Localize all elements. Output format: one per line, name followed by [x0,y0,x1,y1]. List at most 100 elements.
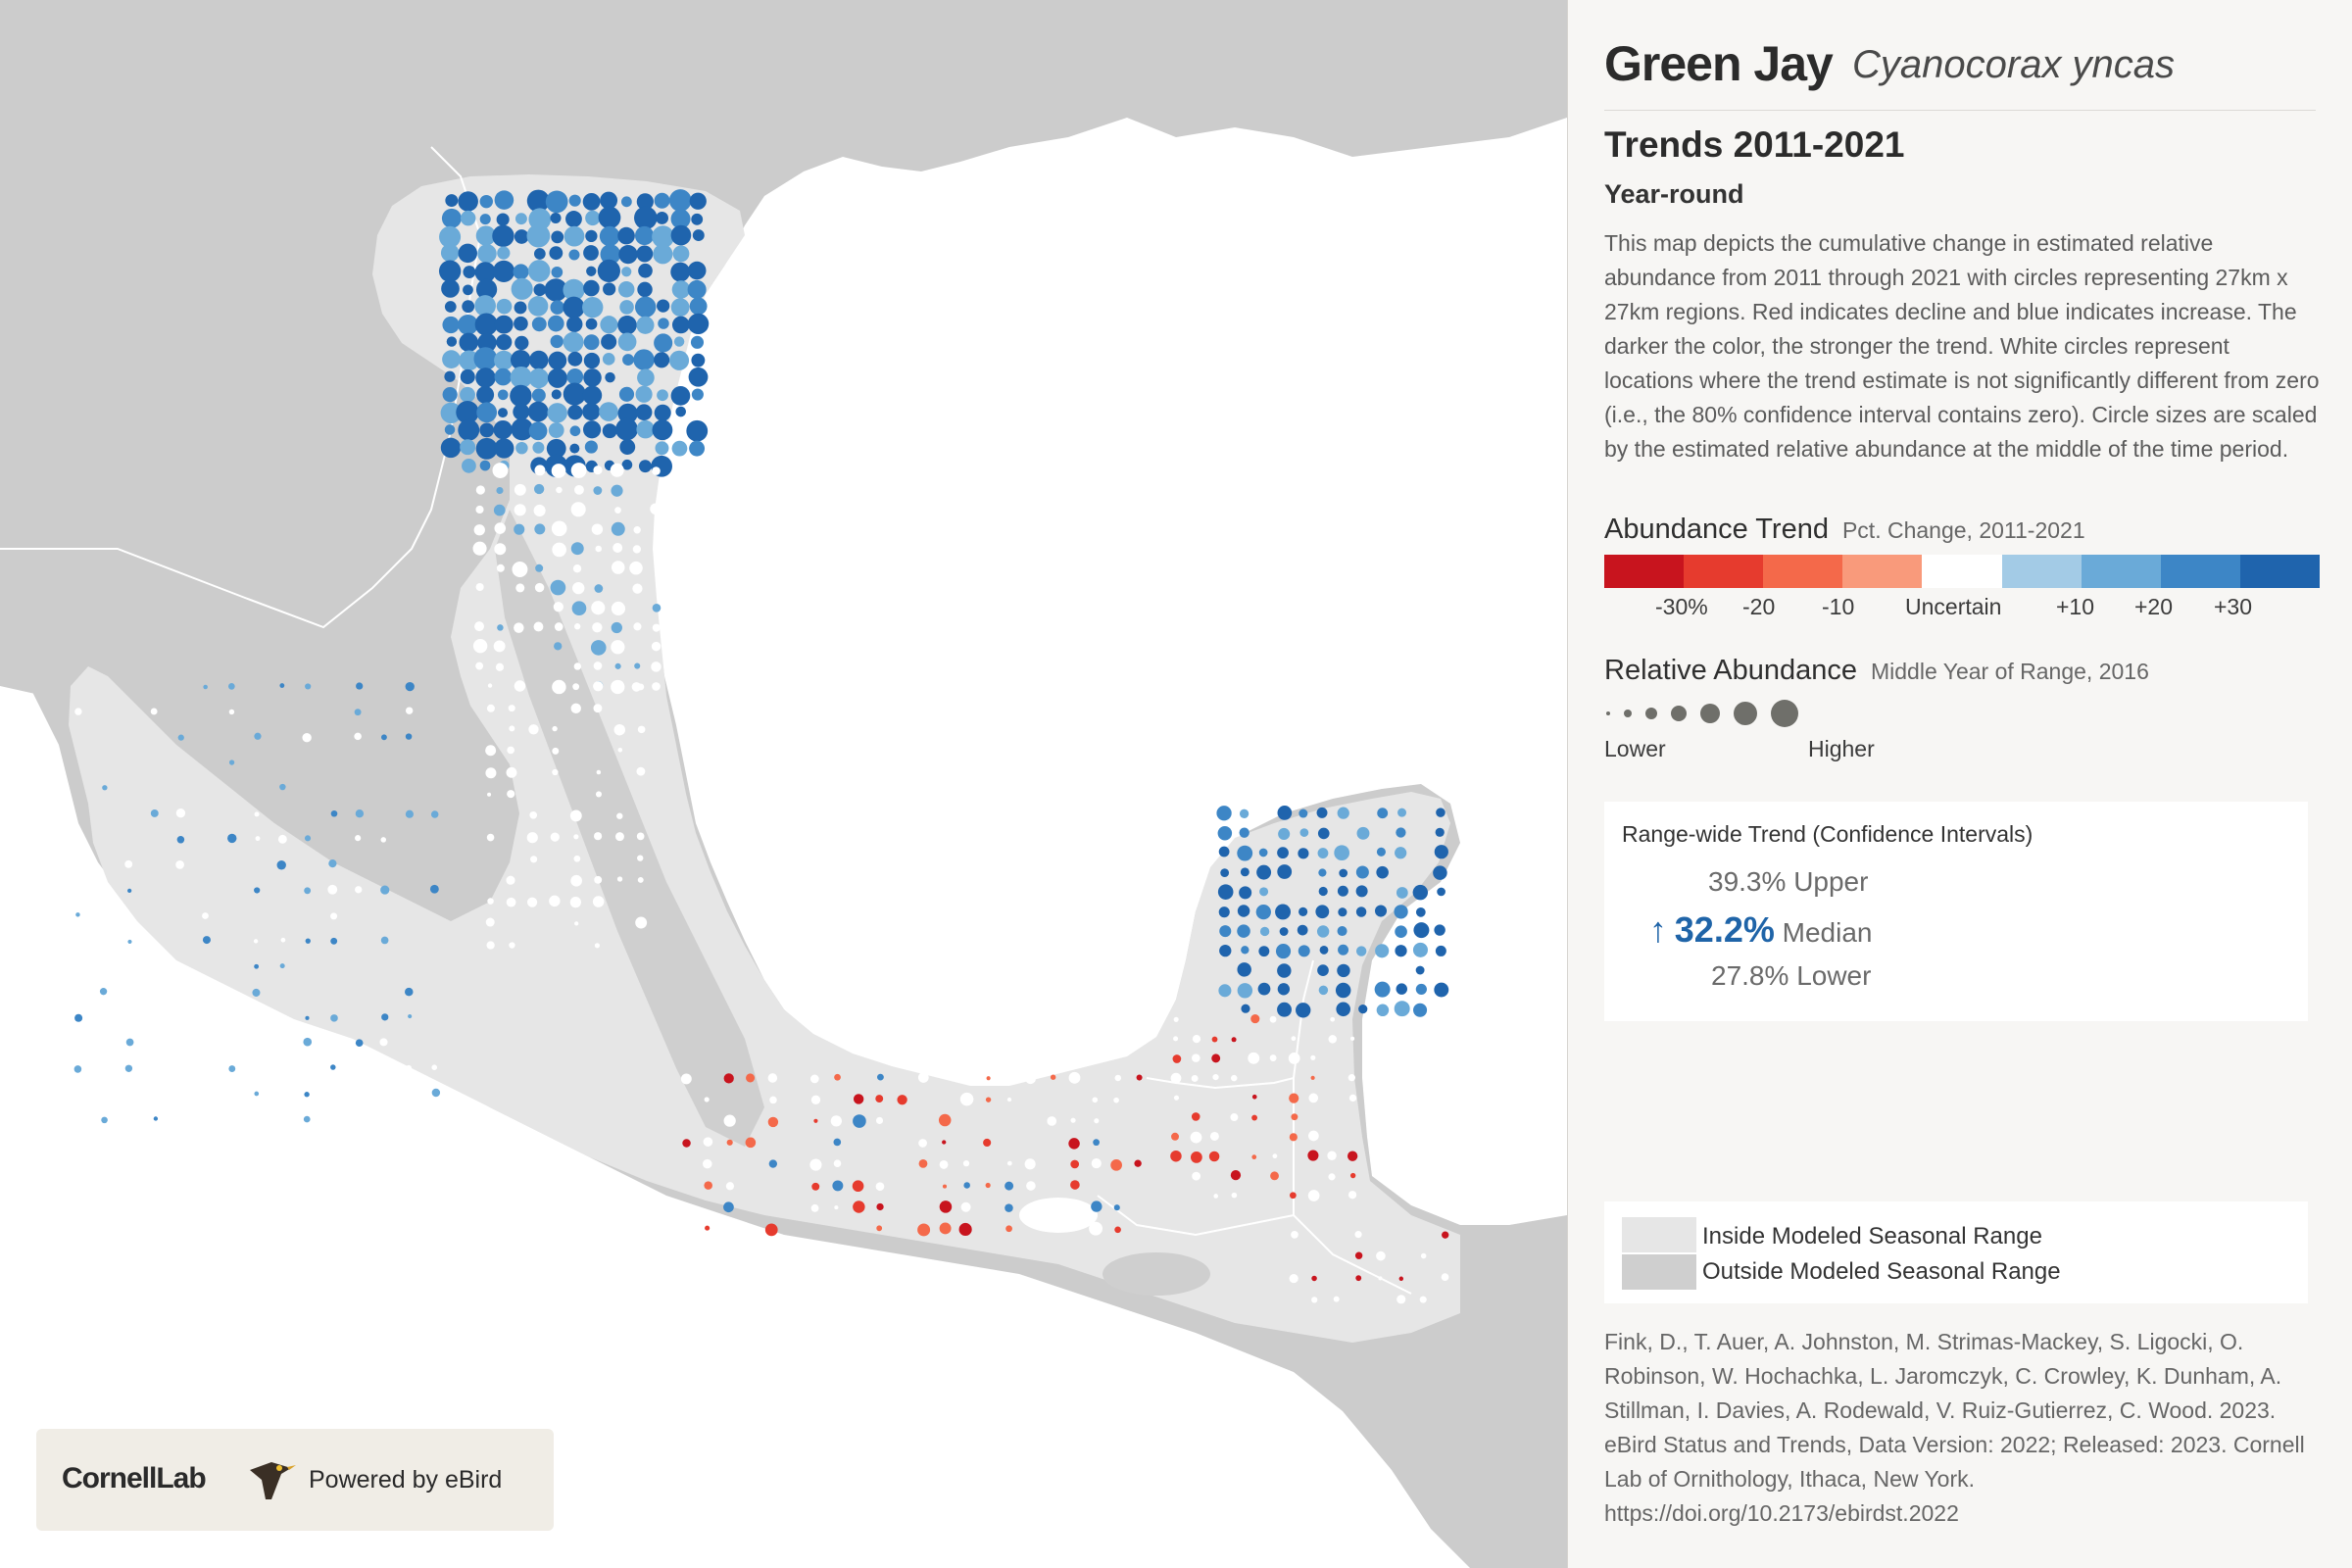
trend-circle [768,1159,777,1168]
trend-circle [682,1139,691,1148]
trend-circle [1173,1036,1179,1042]
trend-circle [1277,1002,1292,1017]
trend-circle [429,884,439,894]
trend-circle [1376,1004,1390,1017]
trend-circle [852,1180,864,1193]
trend-circle [431,1064,438,1071]
trend-circle [1396,827,1406,838]
trend-circle [380,885,390,895]
trend-circle [330,937,338,945]
trend-circle [958,1222,972,1237]
citation-text: Fink, D., T. Auer, A. Johnston, M. Strim… [1604,1329,2305,1526]
outside-range-highlands [495,510,764,1147]
trend-circle [463,266,476,279]
trend-circle [514,229,529,244]
trend-circle [1070,1180,1080,1190]
abundance-size-dot [1734,702,1757,725]
trend-circle [1442,1231,1449,1239]
trend-circle [570,542,584,556]
trend-circle [1211,1036,1218,1043]
trend-circle [279,963,285,969]
cornell-lab-logo[interactable]: CornellLab Powered by eBird [36,1429,554,1531]
trend-circle [474,621,484,632]
trend-circle [671,280,691,299]
trend-circle [704,1181,712,1190]
trend-circle [204,1065,210,1072]
trend-circle [767,1073,778,1083]
trend-circle [551,266,564,278]
trend-circle [583,334,600,351]
trend-circle [1006,1097,1012,1102]
trend-circle [550,300,564,315]
trend-circle [723,1201,734,1213]
trend-circle [405,809,414,818]
trend-circle [1091,1157,1102,1169]
trend-circle [1134,1159,1142,1167]
trend-circle [506,875,515,885]
trend-circle [1219,925,1232,938]
trend-circle [635,385,653,403]
trend-circle [1208,1151,1220,1162]
trend-circle [438,260,462,282]
trend-circle [303,1115,311,1123]
upper-ci-row: 39.3% Upper [1708,866,1868,898]
trend-circle [527,296,549,317]
trend-circle [203,684,208,690]
trend-circle [406,1064,413,1071]
trend-circle [703,1137,713,1147]
trend-circle [528,421,548,441]
header-divider [1604,110,2316,111]
trend-circle [1355,885,1368,898]
trend-circle [462,300,475,314]
trend-circle [431,1088,441,1098]
trend-circle [228,988,235,995]
trend-circle [689,297,708,316]
trend-circle [1239,827,1250,838]
trend-color-swatch [1604,555,1685,588]
trend-circle [475,437,498,460]
map-area[interactable]: CornellLab Powered by eBird [0,0,1567,1568]
trend-circle [1415,906,1426,917]
trend-circle [1419,1296,1427,1303]
trend-circle [1093,1139,1100,1147]
trend-circle [1114,1226,1121,1234]
trend-circle [599,402,618,421]
trend-circle [440,402,462,424]
trend-circle [430,810,439,818]
trend-circle [479,214,491,225]
trend-circle [514,483,526,496]
trend-circle [592,896,605,907]
trend-circle [1278,827,1291,840]
trend-circle [330,809,338,817]
trend-circle [496,564,505,572]
trend-circle [1230,1074,1238,1082]
trend-circle [1190,1152,1202,1163]
trend-circle [611,601,626,616]
trend-circle [550,334,564,349]
trend-circle [492,260,515,282]
trend-circle [532,441,545,454]
trend-circle [1374,981,1391,998]
trend-circle [533,283,547,297]
border-guatemala [1097,1076,1295,1237]
trend-label-uncertain: Uncertain [1905,594,2002,619]
trend-circle [460,439,476,456]
trend-circle [1275,944,1292,959]
trend-circle [1004,1181,1014,1191]
trend-circle [431,1116,439,1123]
trend-circle [602,423,617,439]
trend-circle [1113,1097,1119,1103]
trend-circle [1375,944,1390,958]
trend-circle [255,836,261,842]
map-canvas[interactable] [0,0,1567,1568]
trend-circle [1318,868,1327,877]
trend-circle [547,315,564,332]
trend-circle [1319,945,1329,955]
range-legend-box: Inside Modeled Seasonal Range Outside Mo… [1604,1201,2308,1303]
trend-circle [1339,868,1348,878]
trend-circle [526,189,550,213]
trend-circle [460,368,475,384]
trend-circle [1356,826,1370,840]
trend-circle [550,832,560,842]
trend-circle [637,281,653,298]
